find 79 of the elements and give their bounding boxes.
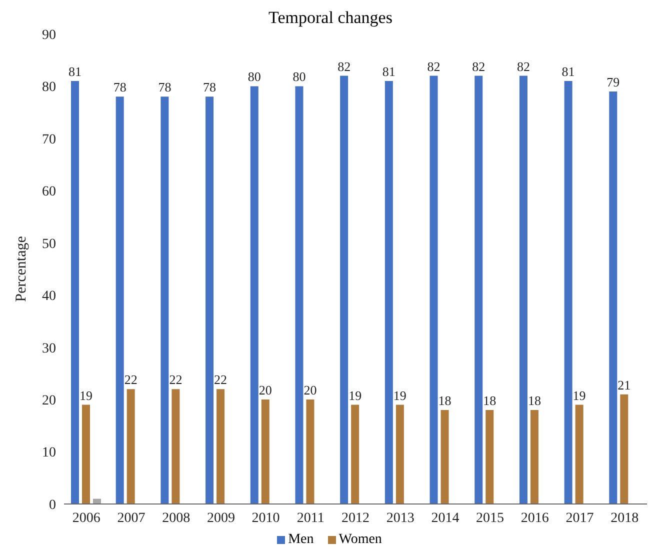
x-tick-label: 2013 [386, 510, 414, 526]
bar [609, 91, 618, 504]
y-tick-label: 40 [42, 289, 56, 304]
data-label: 22 [169, 372, 182, 388]
bar [486, 410, 494, 504]
data-label: 78 [203, 80, 216, 95]
y-axis-title: Percentage [13, 236, 30, 302]
x-tick-label: 2014 [431, 510, 460, 526]
x-tick-label: 2008 [162, 510, 190, 526]
legend-label: Men [287, 532, 314, 548]
bar [530, 410, 538, 504]
data-label: 22 [124, 372, 138, 388]
bar [261, 400, 270, 504]
data-label: 18 [438, 393, 452, 408]
bar [216, 389, 225, 504]
bar [160, 96, 169, 504]
x-tick-label: 2017 [566, 510, 594, 526]
bar [519, 76, 528, 504]
bar [384, 81, 393, 504]
x-tick-label: 2018 [610, 510, 639, 526]
x-tick-label: 2015 [476, 510, 504, 526]
data-label: 78 [113, 80, 126, 95]
bar [295, 86, 304, 504]
bar [82, 404, 90, 504]
x-tick-label: 2006 [72, 510, 100, 526]
y-tick-label: 0 [49, 498, 56, 513]
data-label: 81 [382, 64, 396, 79]
bar [71, 81, 79, 504]
y-tick-label: 20 [42, 394, 56, 409]
bar [351, 404, 360, 504]
x-tick-label: 2011 [296, 510, 324, 526]
data-label: 82 [338, 58, 351, 74]
data-label: 19 [572, 388, 586, 403]
data-label: 82 [516, 58, 530, 74]
bar [126, 389, 135, 504]
bar [250, 86, 258, 504]
data-label: 20 [304, 382, 317, 398]
data-label: 81 [562, 64, 575, 79]
y-tick-label: 10 [42, 446, 56, 461]
bar [172, 389, 180, 504]
y-tick-label: 90 [42, 28, 56, 43]
bar [575, 404, 584, 504]
data-label: 80 [292, 69, 306, 84]
bar [474, 76, 483, 504]
x-tick-label: 2007 [117, 510, 146, 526]
y-tick-label: 50 [42, 236, 56, 252]
data-label: 19 [348, 388, 362, 403]
y-tick-label: 80 [42, 80, 56, 96]
data-label: 18 [483, 393, 496, 408]
bar [306, 400, 314, 504]
data-label: 20 [258, 382, 272, 398]
chart-title: Temporal changes [268, 8, 394, 28]
bar [340, 76, 348, 504]
x-tick-label: 2009 [206, 510, 235, 526]
bar [620, 394, 628, 504]
data-label: 79 [606, 74, 620, 90]
bar [430, 76, 438, 504]
y-tick-label: 30 [42, 341, 56, 356]
data-label: 21 [618, 377, 631, 392]
legend-label: Women [338, 532, 382, 548]
bar [440, 410, 449, 504]
data-label: 18 [528, 393, 541, 408]
x-tick-label: 2012 [342, 510, 370, 526]
x-tick-label: 2010 [252, 510, 280, 526]
x-tick-label: 2016 [520, 510, 549, 526]
data-label: 78 [158, 80, 172, 95]
bar [206, 96, 214, 504]
bar [396, 404, 404, 504]
data-label: 22 [214, 372, 228, 388]
y-tick-label: 60 [42, 184, 56, 200]
bar [564, 81, 572, 504]
data-label: 80 [248, 69, 261, 84]
data-label: 19 [80, 388, 92, 403]
data-label: 19 [393, 388, 406, 403]
data-label: 82 [427, 58, 440, 74]
data-label: 81 [68, 64, 82, 79]
y-tick-label: 70 [42, 132, 56, 148]
bar [116, 96, 124, 504]
data-label: 82 [472, 58, 486, 74]
